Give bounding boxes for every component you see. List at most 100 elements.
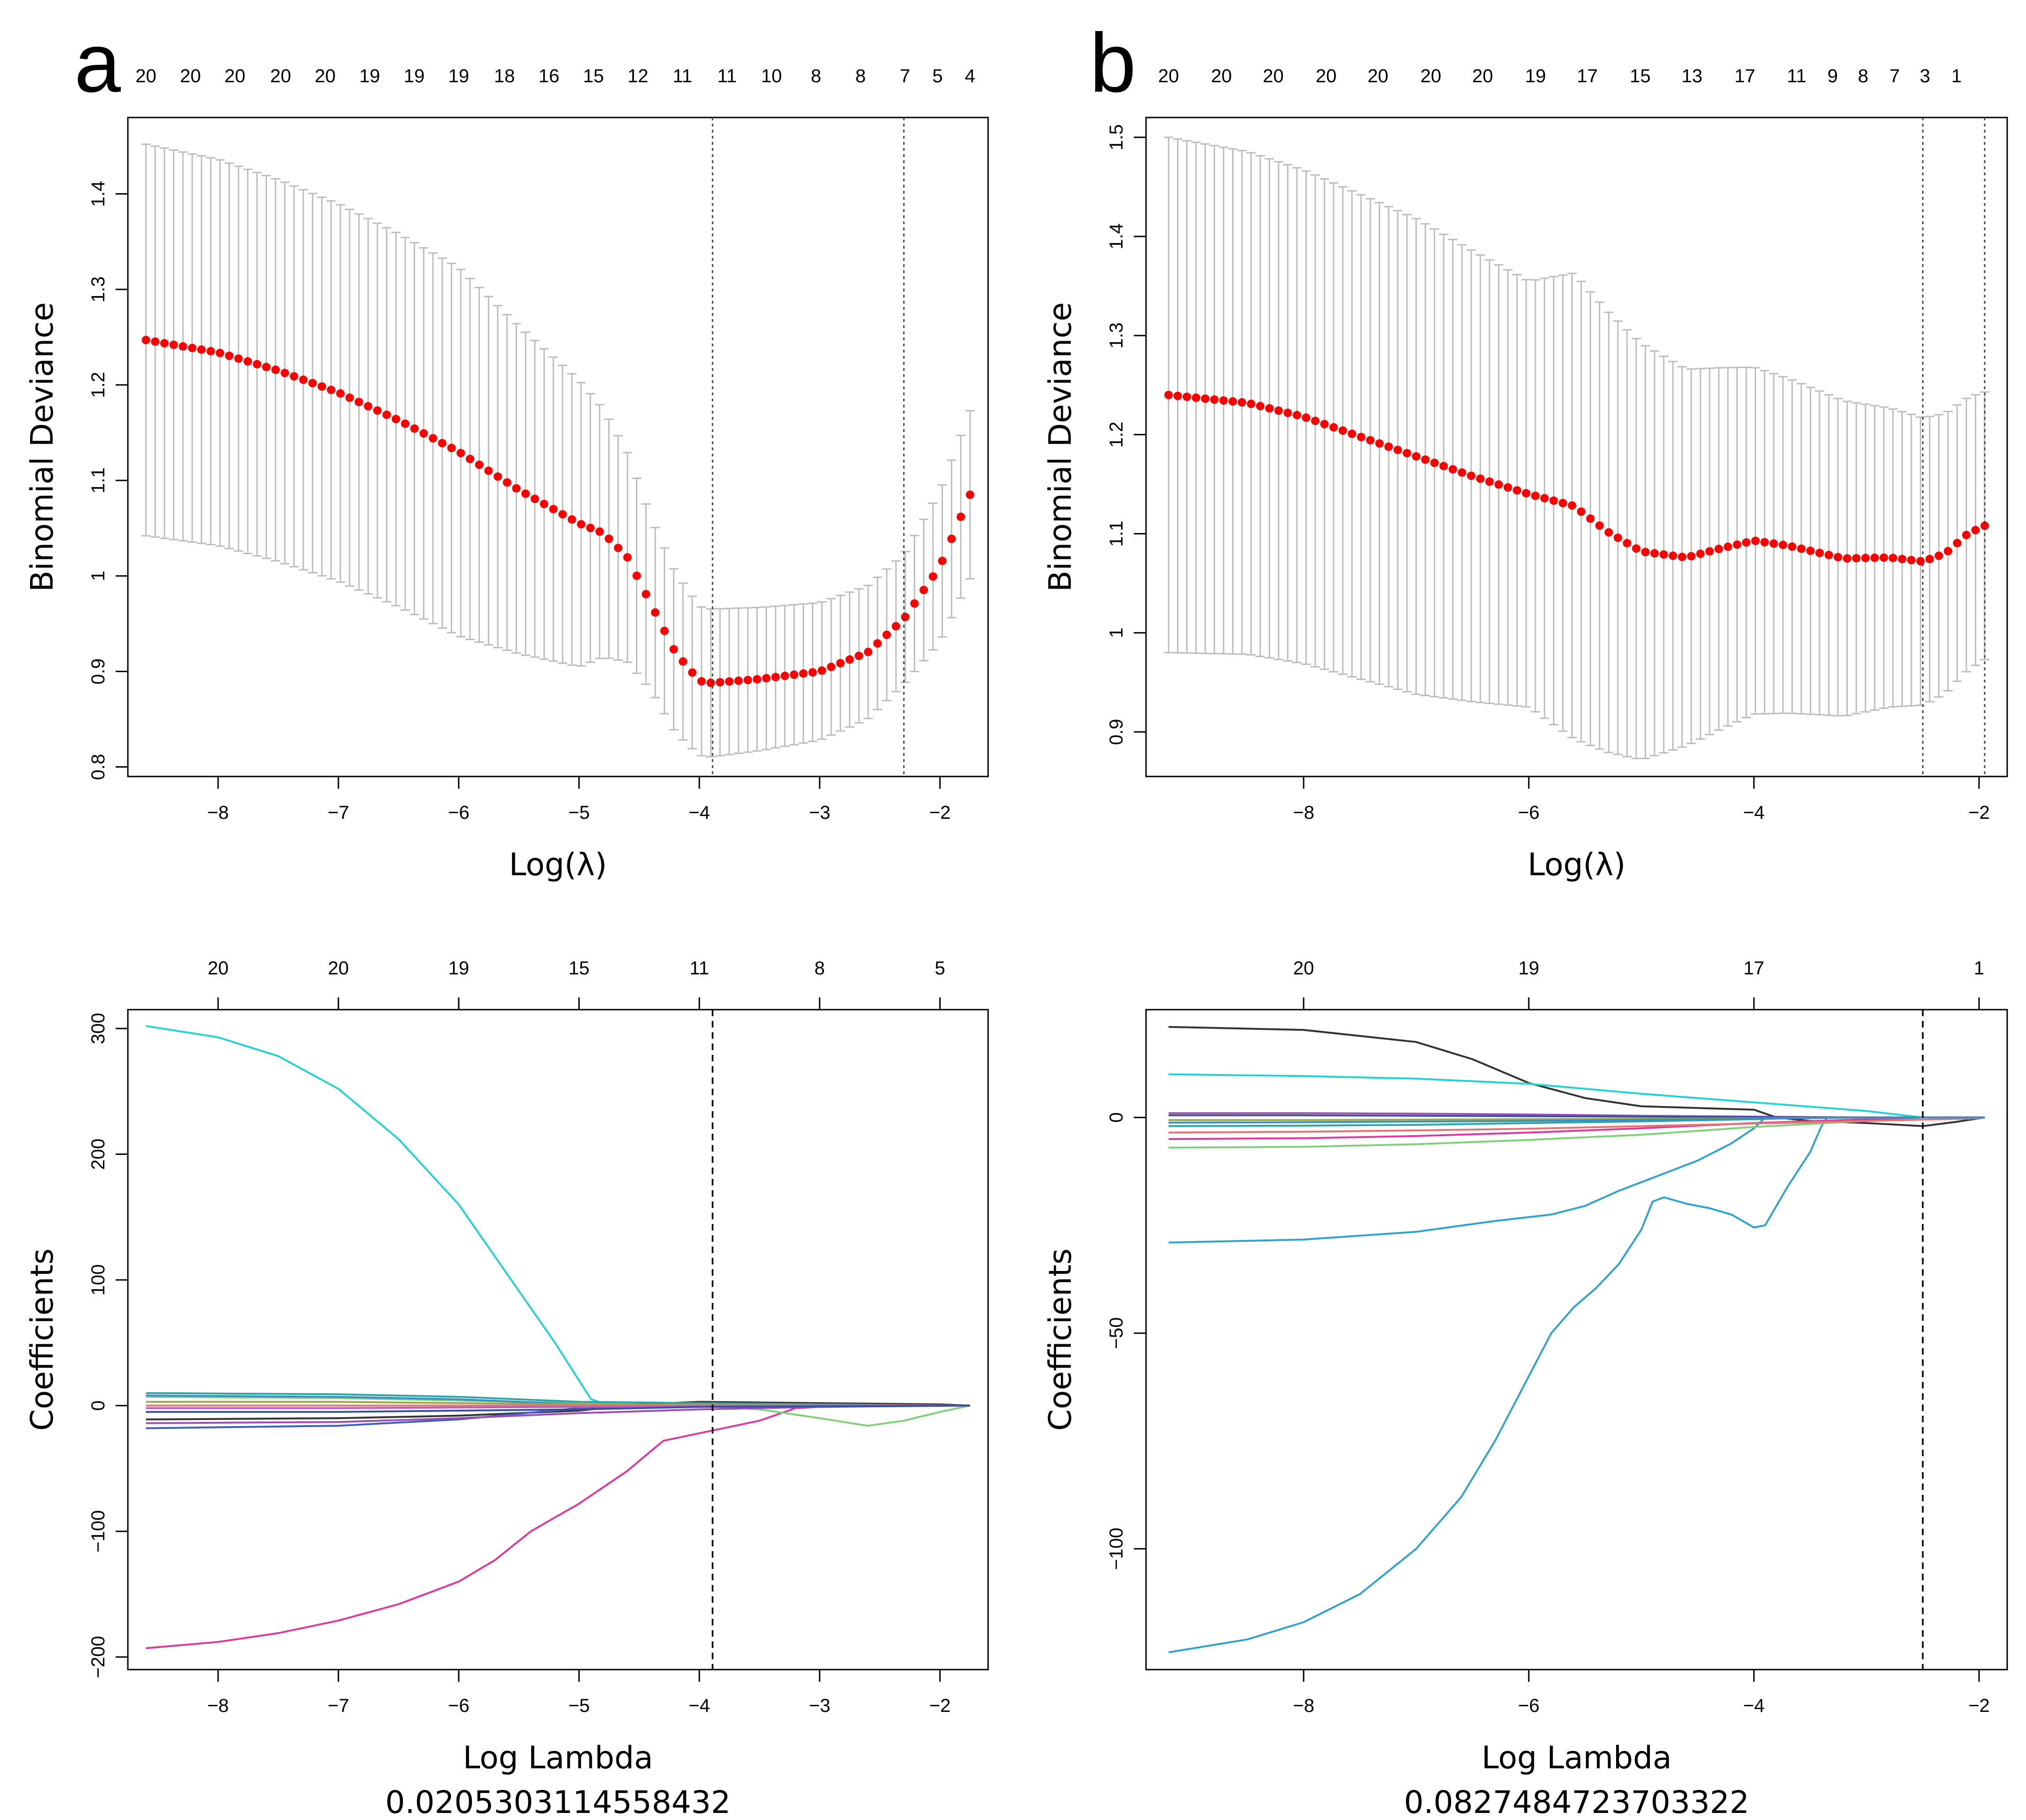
mean-point [567,515,576,524]
top-count-label: 20 [314,66,336,86]
plot-area [146,1010,971,1670]
mean-point [1815,549,1824,557]
mean-point [1733,540,1742,549]
y-axis-label: Binomial Deviance [24,302,60,592]
mean-point [1870,553,1879,562]
mean-point [1824,550,1833,559]
mean-point [1421,455,1430,464]
mean-point [1568,501,1577,510]
mean-point [910,599,919,608]
mean-point [465,455,474,463]
y-tick-label: 0.9 [1106,719,1127,745]
lambda-value: 0.0205303114558432 [385,1784,731,1820]
x-tick-label: −5 [568,802,590,823]
y-axis-label: Coefficients [24,1248,60,1431]
coef-path-blue1 [1168,1116,1985,1244]
top-count-label: 8 [856,66,866,86]
top-count-label: 11 [673,66,692,86]
top-count-label: 16 [539,66,560,86]
y-tick-label: 1.4 [88,181,109,207]
x-tick-label: −8 [207,802,229,823]
mean-point [419,429,428,438]
mean-point [327,385,336,394]
y-tick-label: 300 [88,1013,109,1044]
top-count-label: 1 [1974,958,1984,979]
mean-point [1320,420,1329,429]
mean-point [827,662,836,671]
mean-point [188,344,196,353]
mean-point [632,571,641,580]
x-tick-label: −3 [809,1695,831,1716]
mean-point [475,460,484,469]
top-count-label: 8 [815,958,825,979]
plot-frame [127,117,989,777]
top-count-label: 12 [628,66,649,86]
mean-point [1448,465,1457,474]
top-count-label: 20 [1263,66,1284,86]
top-count-label: 15 [583,66,604,86]
mean-point [1228,397,1237,406]
top-count-label: 5 [934,958,945,979]
x-tick-label: −2 [1968,1695,1990,1716]
x-tick-label: −6 [448,802,470,823]
mean-point [956,512,965,521]
mean-point [1797,544,1806,553]
mean-point [1375,439,1384,448]
mean-point [771,673,780,682]
mean-point [808,668,817,677]
x-tick-label: −6 [1518,1695,1539,1716]
top-count-label: 20 [225,66,246,86]
mean-point [725,677,734,686]
x-axis-label: Log Lambda [463,1740,653,1776]
mean-point [1687,552,1696,561]
mean-point [160,339,169,348]
top-count-label: 1 [1951,66,1962,86]
mean-point [1265,404,1274,413]
y-tick-label: 1.2 [1106,422,1127,448]
plot-frame [1145,1009,2008,1671]
mean-point [345,393,354,402]
mean-point [354,398,363,407]
x-tick-label: −4 [1743,802,1765,823]
mean-point [1338,426,1347,435]
y-tick-label: 1.1 [1106,521,1127,547]
mean-point [1852,554,1861,563]
mean-point [1210,395,1219,404]
mean-point [1879,553,1888,562]
mean-point [1632,544,1641,553]
y-tick-label: 0.8 [88,754,109,780]
top-count-label: 20 [1472,66,1493,86]
mean-point [1577,507,1586,516]
mean-point [1742,538,1751,547]
y-tick-label: 200 [88,1138,109,1170]
mean-point [799,669,808,678]
x-axis-label: Log(λ) [1528,847,1626,883]
x-tick-label: −8 [207,1695,229,1716]
top-count-label: 20 [1421,66,1442,86]
top-count-label: 7 [1889,66,1900,86]
top-count-label: 15 [1630,66,1651,86]
top-count-label: 3 [1920,66,1930,86]
mean-point [1723,542,1732,551]
mean-point [215,349,224,358]
mean-point [1668,551,1677,560]
mean-point [271,365,280,374]
cv-plot-a: −8 −7 −6 −5 −4 −3 −2 0.8 0.9 1 1.1 1.2 1.3 1.4 20 20 20 2… [24,66,989,883]
panel-letter-b: b [1090,16,1136,110]
mean-point [243,357,252,366]
mean-point [651,608,660,617]
top-count-label: 7 [900,66,910,86]
coef-path-salmon [1168,1116,1985,1134]
top-count-label: 20 [1316,66,1337,86]
x-tick-label: −7 [328,1695,349,1716]
x-tick-label: −6 [1518,802,1539,823]
x-tick-label: −2 [929,802,951,823]
mean-point [1182,392,1191,401]
mean-point [1311,416,1320,425]
mean-point [1944,547,1953,556]
mean-point [1274,406,1283,415]
top-count-label: 15 [569,958,590,979]
top-count-label: 11 [1787,66,1806,86]
mean-point [1751,536,1760,545]
